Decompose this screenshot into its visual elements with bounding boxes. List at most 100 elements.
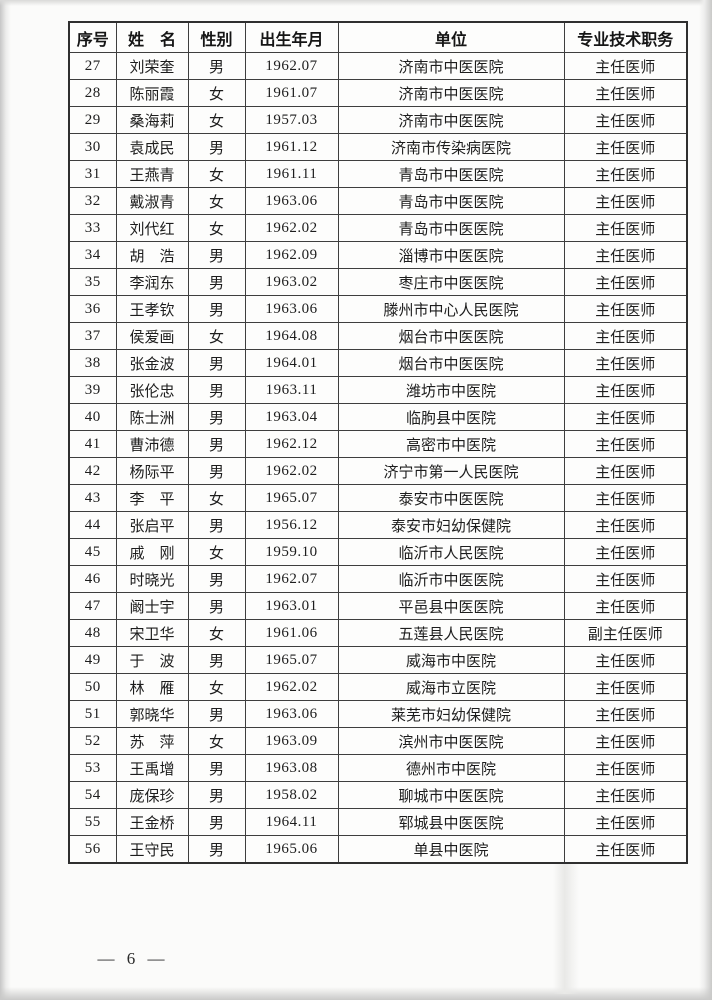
cell-no: 27 <box>68 52 117 80</box>
cell-no: 37 <box>68 322 117 350</box>
cell-gender: 女 <box>187 322 246 350</box>
cell-gender: 女 <box>187 484 246 512</box>
cell-birth: 1963.02 <box>244 268 339 296</box>
cell-no: 45 <box>68 538 117 566</box>
cell-title: 主任医师 <box>563 376 688 404</box>
cell-name: 桑海莉 <box>115 106 189 134</box>
cell-unit: 滨州市中医医院 <box>337 727 565 755</box>
table-row: 36 王孝钦男 1963.06 滕州市中心人民医院 主任医师 <box>68 295 688 323</box>
cell-title: 主任医师 <box>563 484 688 512</box>
cell-unit: 淄博市中医医院 <box>337 241 565 269</box>
col-header-gender: 性别 <box>187 21 246 53</box>
cell-birth: 1962.07 <box>244 52 339 80</box>
cell-no: 38 <box>68 349 117 377</box>
table-row: 38 张金波男 1964.01 烟台市中医医院 主任医师 <box>68 349 688 377</box>
cell-unit: 济南市中医医院 <box>337 52 565 80</box>
cell-gender: 女 <box>187 160 246 188</box>
table-row: 54 庞保珍男 1958.02 聊城市中医医院 主任医师 <box>68 781 688 809</box>
cell-title: 主任医师 <box>563 673 688 701</box>
cell-name: 刘荣奎 <box>115 52 189 80</box>
cell-name: 曹沛德 <box>115 430 189 458</box>
cell-no: 32 <box>68 187 117 215</box>
table-row: 47 阚士宇男 1963.01 平邑县中医医院 主任医师 <box>68 592 688 620</box>
table-row: 45 戚 刚女 1959.10 临沂市人民医院 主任医师 <box>68 538 688 566</box>
table-row: 37 侯爱画女 1964.08 烟台市中医医院 主任医师 <box>68 322 688 350</box>
cell-name: 时晓光 <box>115 565 189 593</box>
cell-unit: 泰安市中医医院 <box>337 484 565 512</box>
cell-gender: 男 <box>187 241 246 269</box>
cell-gender: 男 <box>187 835 246 864</box>
cell-title: 主任医师 <box>563 106 688 134</box>
cell-unit: 威海市中医院 <box>337 646 565 674</box>
table-row: 55 王金桥男 1964.11 郓城县中医医院 主任医师 <box>68 808 688 836</box>
cell-name: 胡 浩 <box>115 241 189 269</box>
cell-gender: 男 <box>187 592 246 620</box>
cell-no: 47 <box>68 592 117 620</box>
cell-no: 35 <box>68 268 117 296</box>
cell-unit: 泰安市妇幼保健院 <box>337 511 565 539</box>
cell-unit: 临沂市人民医院 <box>337 538 565 566</box>
cell-gender: 男 <box>187 52 246 80</box>
table-row: 29 桑海莉女 1957.03 济南市中医医院 主任医师 <box>68 106 688 134</box>
cell-unit: 青岛市中医医院 <box>337 187 565 215</box>
cell-birth: 1957.03 <box>244 106 339 134</box>
cell-unit: 临朐县中医院 <box>337 403 565 431</box>
cell-birth: 1962.02 <box>244 673 339 701</box>
cell-birth: 1956.12 <box>244 511 339 539</box>
cell-no: 31 <box>68 160 117 188</box>
cell-name: 王禹增 <box>115 754 189 782</box>
cell-title: 主任医师 <box>563 160 688 188</box>
cell-no: 28 <box>68 79 117 107</box>
cell-title: 主任医师 <box>563 754 688 782</box>
cell-unit: 济南市中医医院 <box>337 106 565 134</box>
cell-birth: 1963.06 <box>244 187 339 215</box>
cell-gender: 男 <box>187 754 246 782</box>
cell-no: 54 <box>68 781 117 809</box>
cell-unit: 烟台市中医医院 <box>337 322 565 350</box>
cell-unit: 威海市立医院 <box>337 673 565 701</box>
cell-unit: 临沂市中医医院 <box>337 565 565 593</box>
cell-gender: 女 <box>187 619 246 647</box>
cell-birth: 1964.11 <box>244 808 339 836</box>
cell-title: 主任医师 <box>563 241 688 269</box>
cell-gender: 男 <box>187 511 246 539</box>
cell-no: 39 <box>68 376 117 404</box>
cell-unit: 青岛市中医医院 <box>337 160 565 188</box>
cell-name: 苏 萍 <box>115 727 189 755</box>
cell-title: 主任医师 <box>563 79 688 107</box>
cell-title: 主任医师 <box>563 511 688 539</box>
cell-unit: 聊城市中医医院 <box>337 781 565 809</box>
cell-name: 阚士宇 <box>115 592 189 620</box>
table-header: 序号 姓 名 性别 出生年月 单位 专业技术职务 <box>68 21 688 53</box>
cell-gender: 女 <box>187 538 246 566</box>
table-row: 41 曹沛德男 1962.12 高密市中医院 主任医师 <box>68 430 688 458</box>
cell-no: 48 <box>68 619 117 647</box>
table-row: 30 袁成民男 1961.12 济南市传染病医院 主任医师 <box>68 133 688 161</box>
cell-no: 55 <box>68 808 117 836</box>
cell-name: 郭晓华 <box>115 700 189 728</box>
cell-title: 主任医师 <box>563 727 688 755</box>
page-edge-left-shadow <box>0 0 11 1000</box>
cell-gender: 女 <box>187 79 246 107</box>
col-header-name: 姓 名 <box>115 21 189 53</box>
cell-name: 袁成民 <box>115 133 189 161</box>
cell-gender: 男 <box>187 295 246 323</box>
cell-birth: 1963.06 <box>244 295 339 323</box>
table-row: 53 王禹增男 1963.08 德州市中医院 主任医师 <box>68 754 688 782</box>
cell-gender: 男 <box>187 565 246 593</box>
cell-gender: 女 <box>187 673 246 701</box>
cell-title: 主任医师 <box>563 295 688 323</box>
cell-birth: 1962.07 <box>244 565 339 593</box>
cell-title: 主任医师 <box>563 835 688 864</box>
cell-birth: 1961.12 <box>244 133 339 161</box>
table-row: 39 张伦忠男 1963.11 潍坊市中医院 主任医师 <box>68 376 688 404</box>
cell-title: 主任医师 <box>563 808 688 836</box>
table-row: 28 陈丽霞女 1961.07 济南市中医医院 主任医师 <box>68 79 688 107</box>
cell-title: 主任医师 <box>563 349 688 377</box>
col-header-birth: 出生年月 <box>244 21 339 53</box>
cell-no: 49 <box>68 646 117 674</box>
table-row: 27 刘荣奎男 1962.07 济南市中医医院 主任医师 <box>68 52 688 80</box>
cell-birth: 1965.07 <box>244 646 339 674</box>
cell-gender: 男 <box>187 268 246 296</box>
cell-unit: 单县中医院 <box>337 835 565 864</box>
